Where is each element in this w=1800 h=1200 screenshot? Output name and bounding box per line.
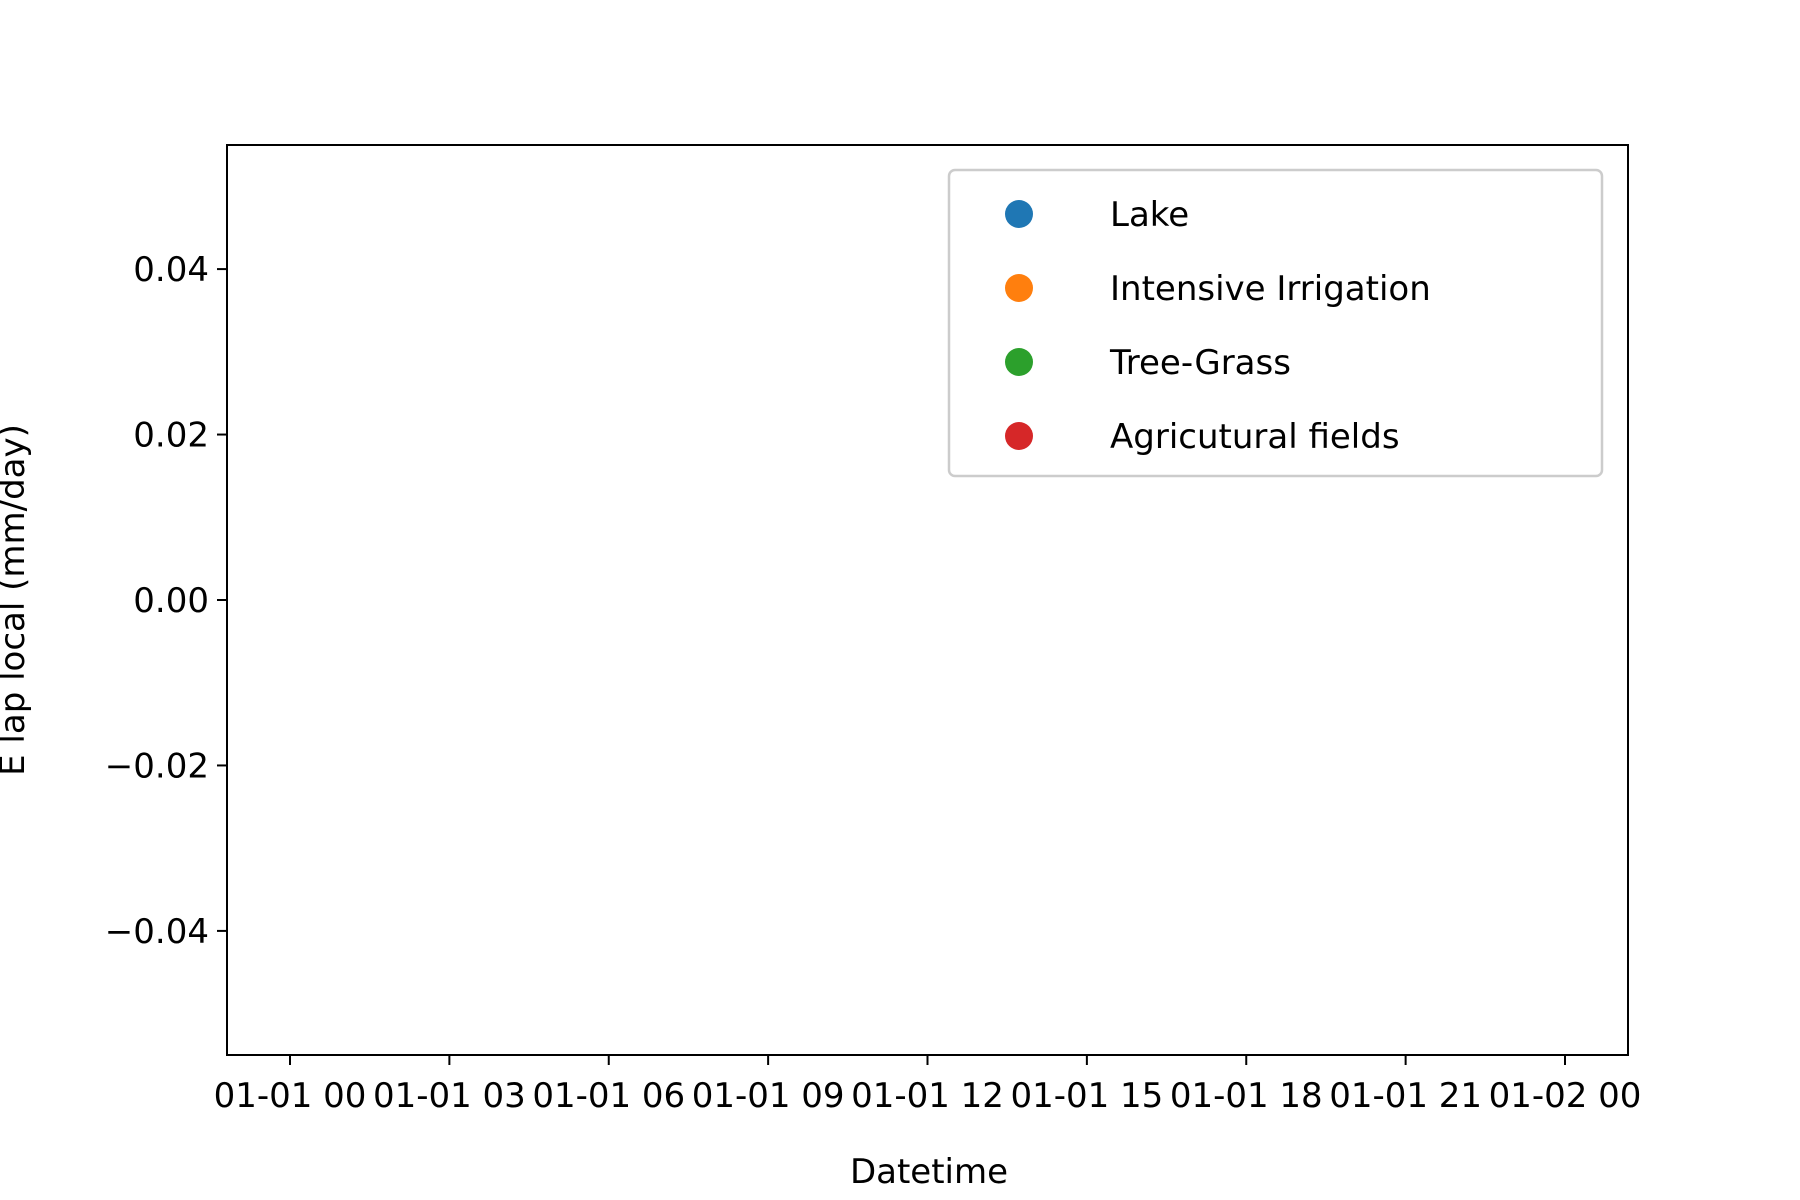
y-tick-label: −0.02 [105, 746, 209, 786]
x-tick-label: 01-01 15 [1010, 1076, 1163, 1116]
y-axis-label: E lap local (mm/day) [0, 424, 33, 776]
legend-marker [1005, 200, 1033, 228]
legend-label: Agricutural fields [1110, 417, 1400, 457]
legend-label: Intensive Irrigation [1110, 269, 1431, 309]
legend-box [947, 168, 1604, 478]
x-axis-label: Datetime [850, 1152, 1008, 1192]
legend-label: Tree-Grass [1109, 343, 1291, 383]
legend-marker [1005, 422, 1033, 450]
x-tick-label: 01-01 06 [532, 1076, 685, 1116]
legend: Lake Intensive Irrigation Tree-Grass Agricu… [947, 168, 1604, 478]
x-tick-label: 01-01 03 [373, 1076, 526, 1116]
x-tick-label: 01-01 18 [1170, 1076, 1323, 1116]
x-tick-label: 01-02 00 [1489, 1076, 1642, 1116]
y-tick-label: 0.04 [133, 250, 209, 290]
x-tick-label: 01-01 12 [851, 1076, 1004, 1116]
legend-label: Lake [1110, 195, 1189, 235]
legend-marker [1005, 348, 1033, 376]
y-tick-label: 0.02 [133, 416, 209, 456]
y-tick-label: 0.00 [133, 581, 209, 621]
x-tick-label: 01-01 00 [214, 1076, 367, 1116]
x-tick-label: 01-01 09 [692, 1076, 845, 1116]
x-tick-label: 01-01 21 [1329, 1076, 1482, 1116]
legend-marker [1005, 274, 1033, 302]
y-tick-label: −0.04 [105, 912, 209, 952]
